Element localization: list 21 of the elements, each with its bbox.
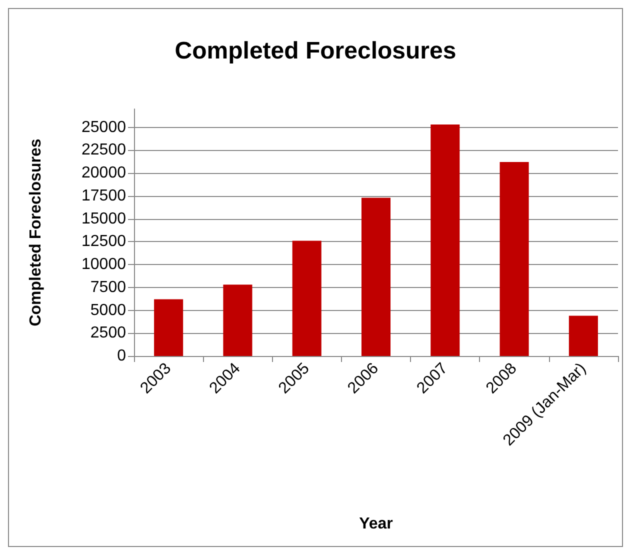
- y-tick-label: 15000: [82, 210, 126, 228]
- y-tick-label: 17500: [82, 187, 126, 204]
- bar: [361, 198, 391, 356]
- bar: [500, 162, 529, 356]
- bar: [292, 240, 322, 356]
- bar: [223, 284, 252, 356]
- x-axis-title: Year: [359, 516, 393, 532]
- y-tick-label: 0: [117, 348, 126, 364]
- y-tick-label: 5000: [90, 302, 126, 319]
- y-tick-label: 2500: [90, 324, 126, 342]
- y-tick-label: 12500: [82, 233, 126, 250]
- bar: [430, 124, 460, 356]
- y-tick-label: 7500: [90, 278, 126, 296]
- bar: [154, 299, 184, 356]
- y-tick-label: 10000: [82, 256, 126, 274]
- bar: [568, 316, 598, 356]
- y-tick-label: 25000: [82, 118, 126, 136]
- y-tick-label: 20000: [82, 164, 126, 182]
- y-tick-label: 22500: [82, 142, 126, 159]
- y-axis-title: Completed Foreclosures: [28, 138, 44, 326]
- chart-title: Completed Foreclosures: [174, 38, 456, 64]
